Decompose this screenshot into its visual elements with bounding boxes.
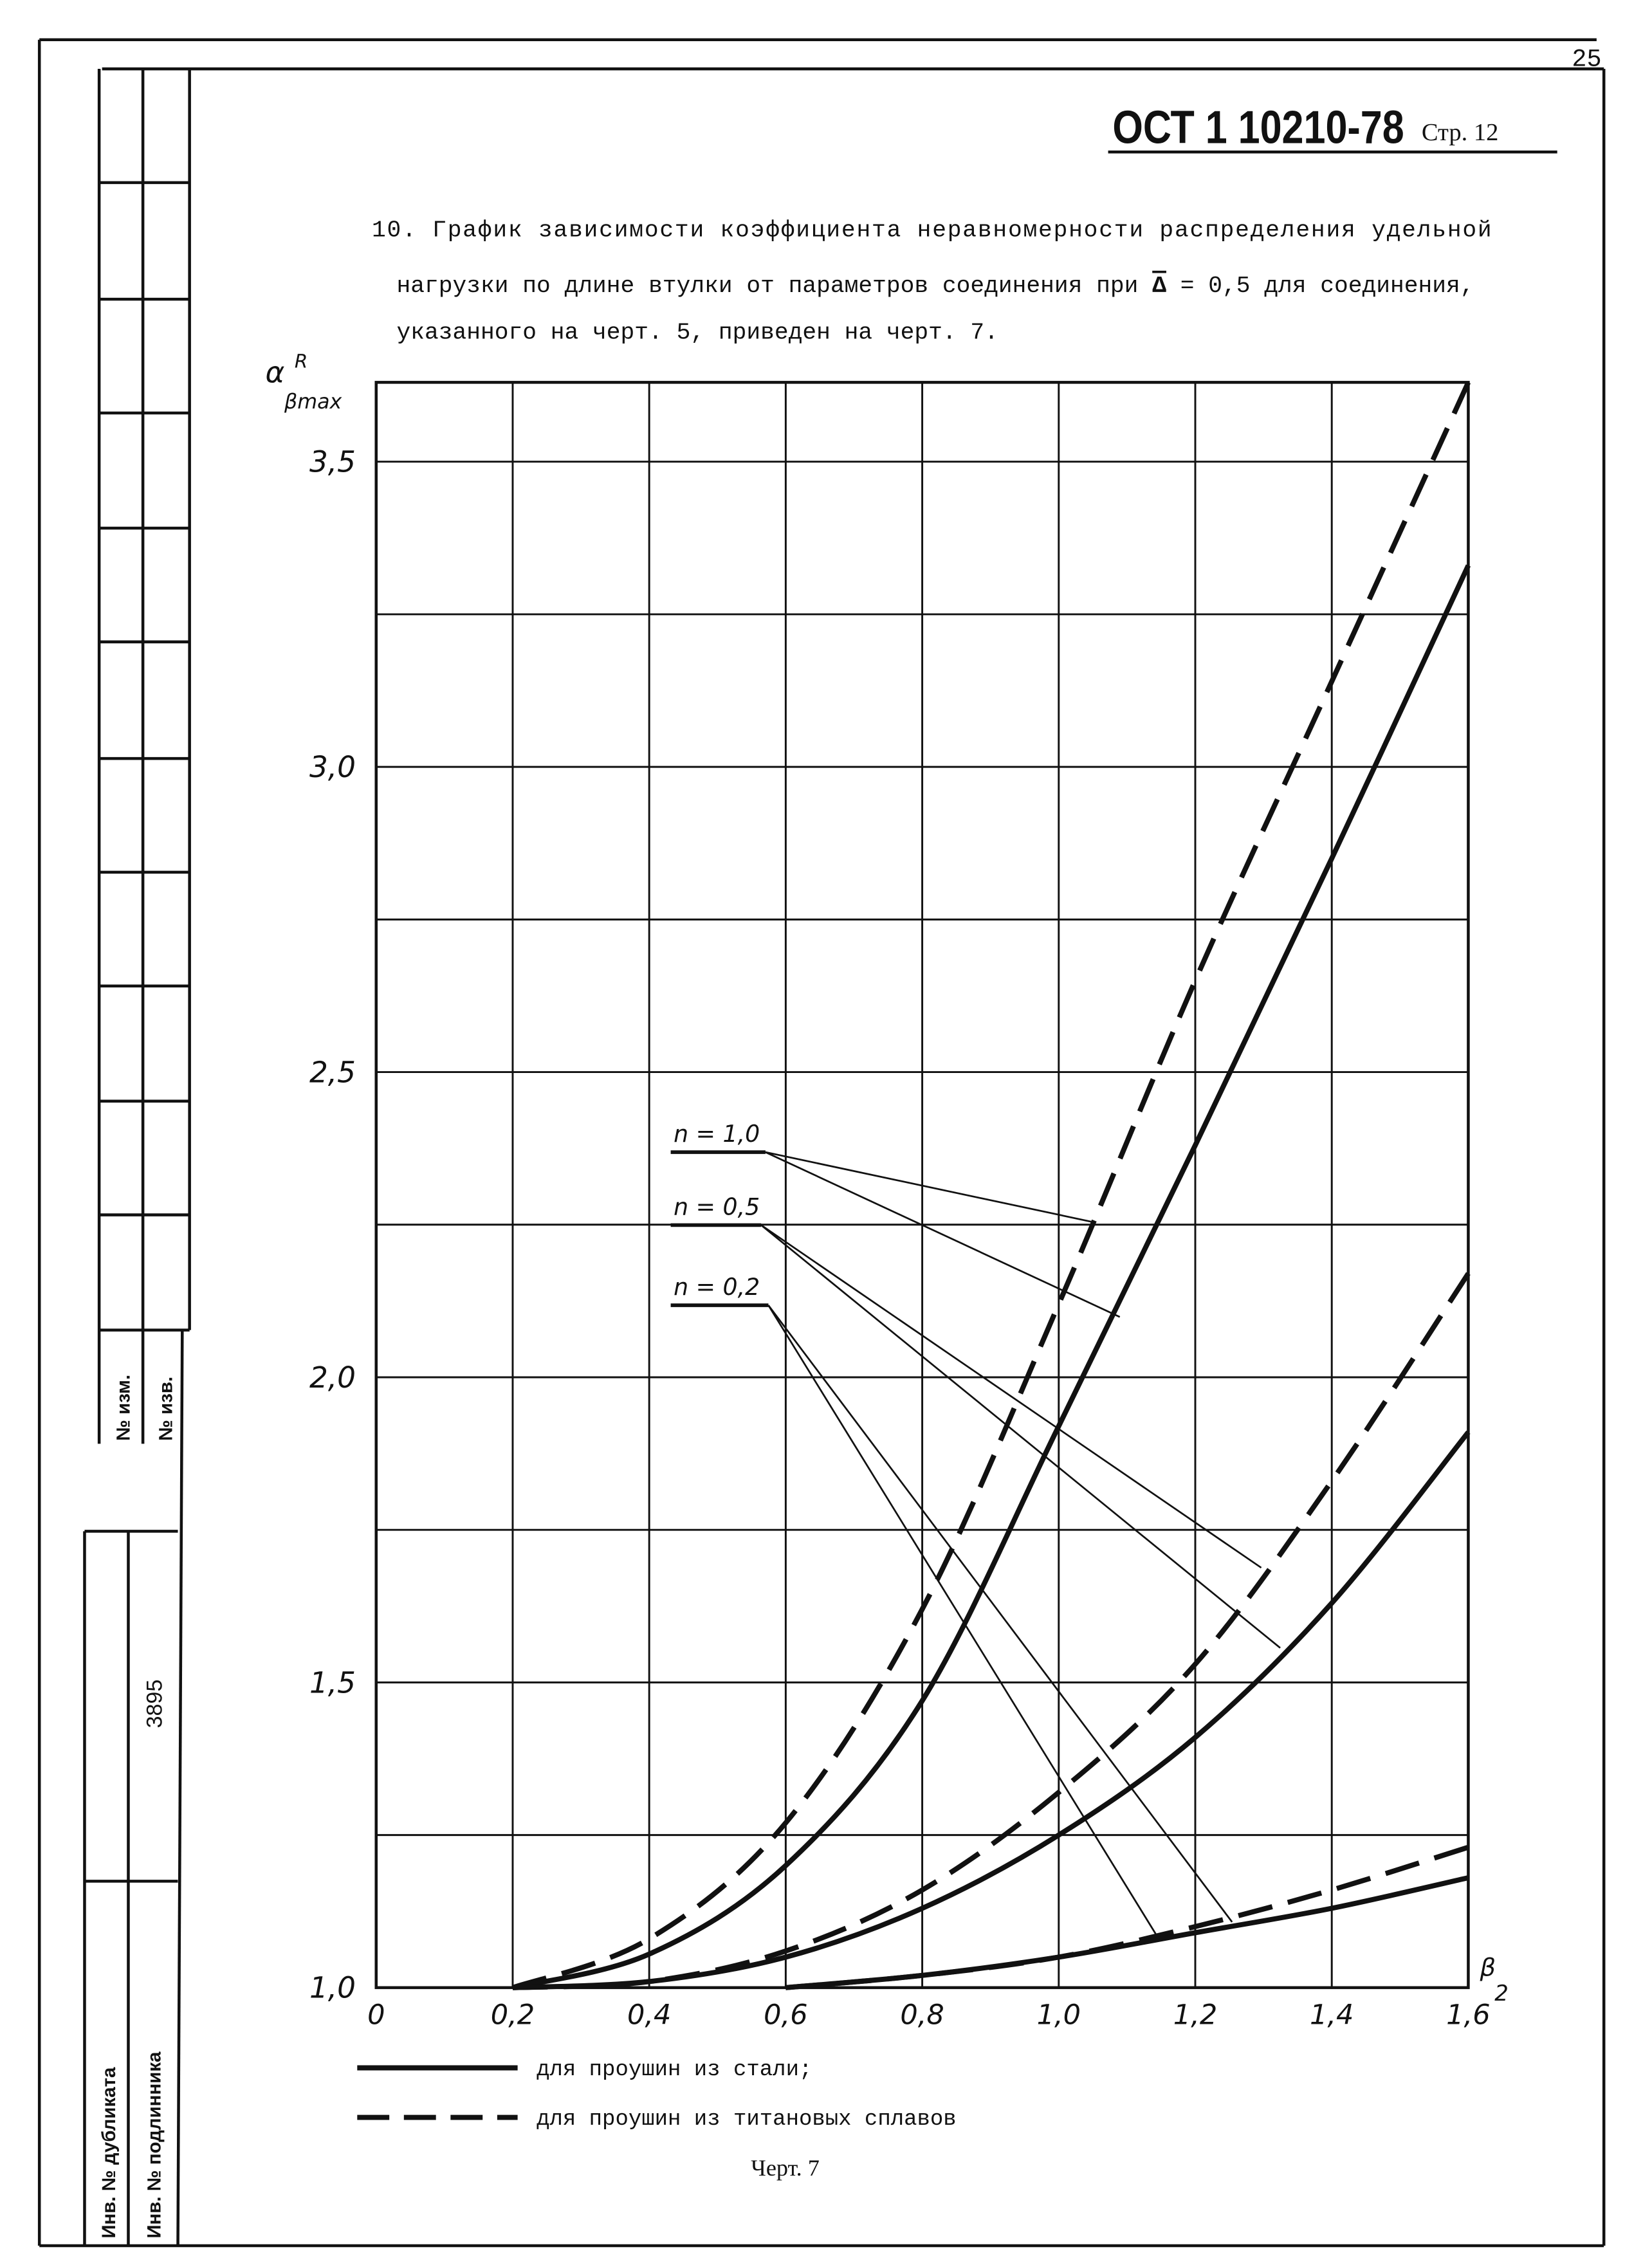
titanium-curve — [785, 1844, 1469, 1990]
x-tick-label: 1,6 — [1446, 1999, 1490, 2031]
paragraph-line: указанного на черт. 5, приведен на черт.… — [397, 319, 998, 345]
y-tick-label: 1,0 — [309, 1971, 356, 2005]
leader-line — [760, 1224, 1281, 1649]
legend-label: для проушин из титановых сплавов — [537, 2107, 957, 2132]
paragraph-line: нагрузки по длине втулки от параметров с… — [397, 273, 1474, 299]
page-number: 25 — [1572, 46, 1601, 74]
series-annotation: n = 0,2 — [674, 1273, 760, 1301]
sidebar-label: Инв. № подлинника — [143, 2051, 165, 2239]
leader-line — [760, 1224, 1262, 1569]
y-tick-label: 2,5 — [309, 1055, 356, 1089]
sidebar-label: № изв. — [155, 1377, 176, 1441]
x-tick-label: 1,4 — [1310, 1999, 1354, 2031]
y-tick-label: 3,5 — [309, 445, 356, 479]
x-tick-label: 0,6 — [764, 1999, 807, 2031]
y-tick-label: 1,5 — [309, 1665, 356, 1700]
caption: Черт. 7 — [751, 2155, 820, 2181]
y-axis-label-sup: R — [295, 351, 307, 372]
x-tick-label: 0,8 — [900, 1999, 944, 2031]
x-tick-label: 0,4 — [627, 1999, 671, 2031]
x-tick-label: 1,2 — [1173, 1999, 1217, 2031]
leader-line — [767, 1305, 1233, 1923]
steel-curve — [512, 564, 1471, 1990]
sidebar-label: № изм. — [113, 1375, 134, 1441]
x-axis-label: β — [1480, 1954, 1496, 1983]
x-axis-label-sub: 2 — [1494, 1981, 1509, 2006]
leader-line — [765, 1151, 1121, 1318]
x-tick-label: 0 — [367, 1999, 385, 2031]
leader-line — [767, 1305, 1161, 1940]
x-tick-label: 0,2 — [491, 1999, 535, 2031]
legend-label: для проушин из стали; — [537, 2058, 812, 2082]
sidebar-grid — [83, 181, 190, 2246]
steel-curve — [512, 1430, 1471, 1990]
steel-curve — [785, 1875, 1469, 1990]
text: нагрузки по длине втулки от параметров с… — [397, 273, 1153, 299]
paragraph-line: 10. График зависимости коэффициента нера… — [372, 217, 1492, 244]
y-axis-label: α — [266, 355, 285, 389]
text: = 0,5 для соединения, — [1166, 273, 1474, 299]
x-tick-label: 1,0 — [1037, 1999, 1081, 2031]
sidebar-value: 3895 — [143, 1680, 167, 1729]
standard-number: ОСТ 1 10210-78 — [1112, 102, 1404, 154]
page-label: Стр. 12 — [1422, 119, 1499, 146]
symbol: Δ — [1152, 273, 1166, 299]
titanium-curve — [511, 381, 1471, 1990]
plot: 1,0 1,5 2,0 2,5 3,0 3,5 0 0,2 0,4 0,6 0,8 1,0 1,2 1,4… — [309, 381, 1491, 2031]
sidebar-label: Инв. № дубликата — [98, 2067, 120, 2239]
leader-line — [765, 1151, 1094, 1224]
y-tick-label: 3,0 — [309, 750, 356, 784]
sidebar-line — [176, 1330, 184, 2246]
titanium-curve — [512, 1272, 1471, 1990]
y-tick-label: 2,0 — [309, 1361, 356, 1395]
y-axis-label-sub: βmax — [284, 390, 343, 414]
series-annotation: n = 1,0 — [674, 1120, 760, 1148]
series-annotation: n = 0,5 — [674, 1193, 760, 1221]
plot-frame — [374, 381, 1470, 1990]
